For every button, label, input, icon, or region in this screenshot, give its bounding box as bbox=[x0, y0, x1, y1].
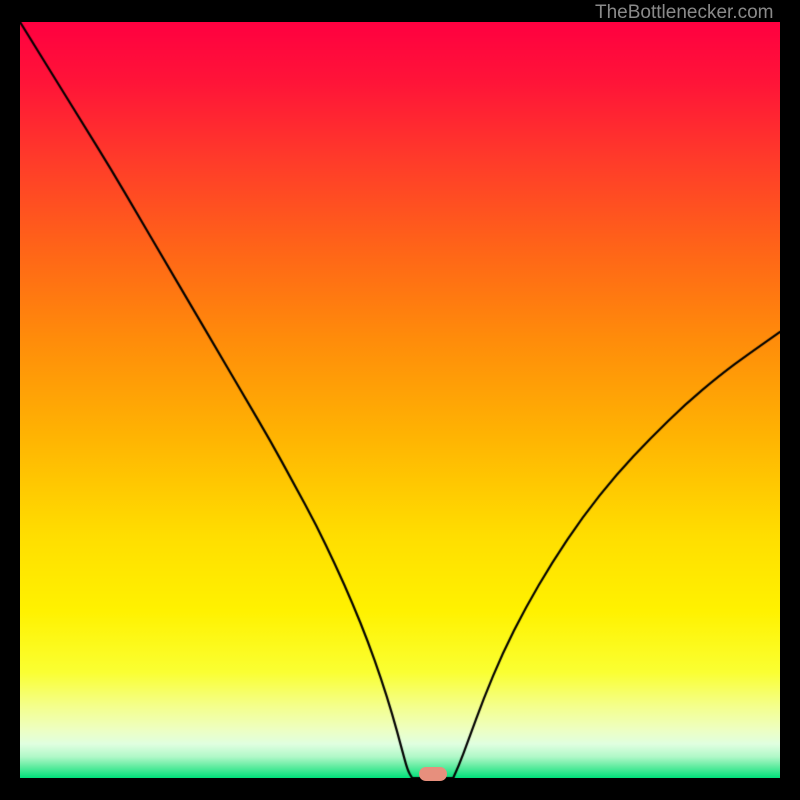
chart-container: TheBottlenecker.com bbox=[0, 0, 800, 800]
optimal-point-marker bbox=[419, 767, 447, 781]
background-gradient bbox=[20, 22, 780, 778]
watermark-text: TheBottlenecker.com bbox=[595, 2, 773, 24]
plot-area bbox=[20, 22, 780, 778]
